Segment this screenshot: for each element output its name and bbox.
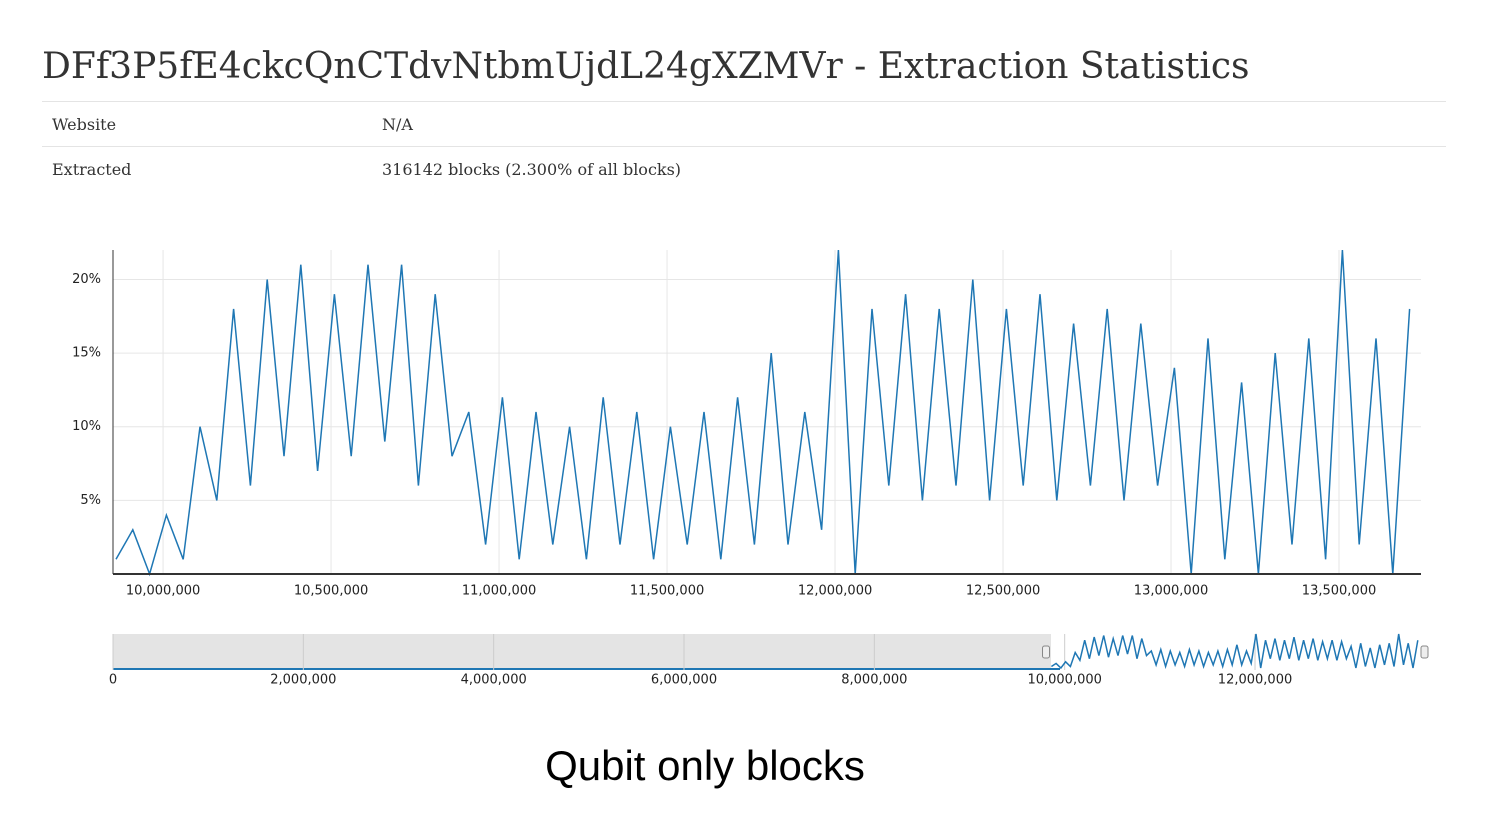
y-tick-label: 10% <box>72 419 101 434</box>
y-tick-label: 15% <box>72 346 101 361</box>
cell: 316142 blocks (2.300% of all blocks) <box>382 160 682 179</box>
x-tick-label: 12,000,000 <box>798 584 872 599</box>
cell: N/A <box>382 115 413 134</box>
navigator-tick-label: 8,000,000 <box>841 673 907 688</box>
navigator-tick-label: 12,000,000 <box>1218 673 1292 688</box>
data-line <box>115 249 1411 577</box>
navigator-tick-label: 10,000,000 <box>1027 673 1101 688</box>
caption: Qubit only blocks <box>545 742 865 789</box>
x-tick-label: 13,500,000 <box>1302 584 1376 599</box>
y-tick-label: 20% <box>72 272 101 287</box>
page-title: DFf3P5fE4ckcQnCTdvNtbmUjdL24gXZMVr - Ext… <box>42 46 1250 87</box>
navigator-tick-label: 0 <box>109 673 117 688</box>
x-tick-label: 10,000,000 <box>126 584 200 599</box>
cell: Extracted <box>52 160 132 179</box>
x-tick-label: 11,500,000 <box>630 584 704 599</box>
cell: Website <box>52 115 117 134</box>
navigator-tick-label: 4,000,000 <box>461 673 527 688</box>
navigator-tick-label: 2,000,000 <box>270 673 336 688</box>
navigator-handle <box>1420 645 1429 659</box>
table-row: Extracted 316142 blocks (2.300% of all b… <box>42 146 1446 191</box>
x-tick-label: 12,500,000 <box>966 584 1040 599</box>
navigator-mask <box>113 634 1051 670</box>
x-tick-label: 10,500,000 <box>294 584 368 599</box>
navigator-handle <box>1042 645 1051 659</box>
table-row: Website N/A <box>42 101 1446 146</box>
navigator-line <box>1050 633 1419 670</box>
navigator-tick-label: 6,000,000 <box>651 673 717 688</box>
y-tick-label: 5% <box>80 493 101 508</box>
x-tick-label: 11,000,000 <box>462 584 536 599</box>
x-tick-label: 13,000,000 <box>1134 584 1208 599</box>
